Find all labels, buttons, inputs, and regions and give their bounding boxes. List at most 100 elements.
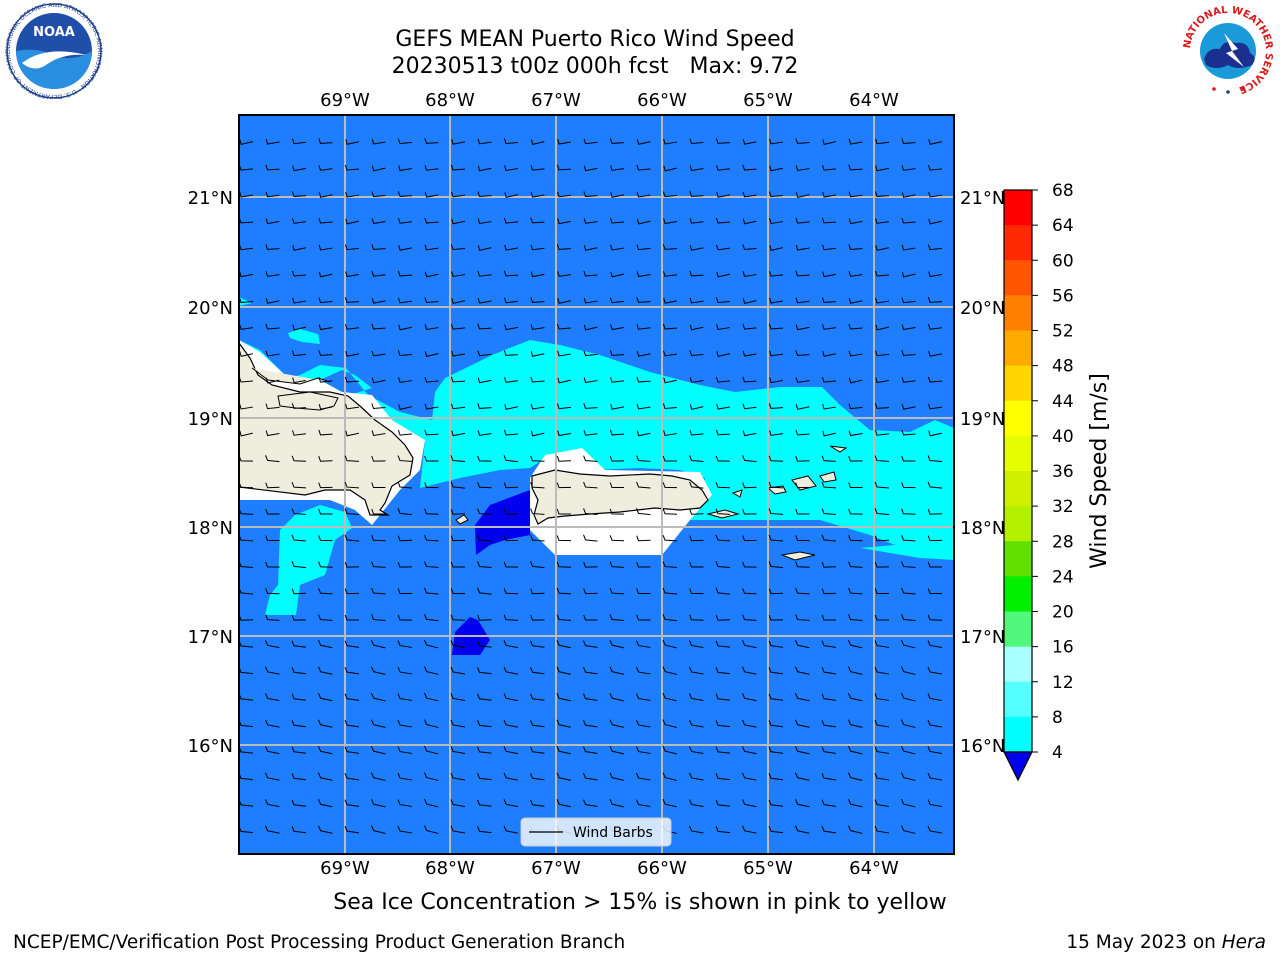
wind-barb: [318, 404, 333, 410]
wind-barb: [874, 719, 890, 728]
wind-barb: [450, 825, 465, 834]
wind-barb: [265, 799, 280, 808]
wind-barb: [768, 508, 784, 515]
wind-barb: [609, 429, 625, 436]
lat-label-right: 16°N: [960, 736, 1005, 757]
colorbar-tick-label: 8: [1052, 708, 1063, 728]
wind-barb: [450, 561, 465, 568]
wind-barb: [530, 693, 545, 701]
wind-barb: [477, 138, 492, 145]
wind-barb: [503, 588, 519, 595]
wind-barb: [742, 244, 757, 251]
wind-barb: [715, 667, 731, 675]
wind-barb: [609, 745, 624, 755]
lon-label-bottom: 66°W: [637, 858, 687, 879]
wind-barb: [768, 799, 784, 807]
wind-barb: [477, 482, 492, 489]
wind-barb: [742, 455, 757, 463]
wind-barb: [822, 324, 837, 330]
wind-barb: [397, 508, 413, 516]
wind-barb: [636, 164, 651, 171]
wind-barb: [663, 430, 678, 437]
wind-barb: [556, 799, 571, 808]
wind-barb: [609, 535, 625, 542]
wind-barb: [901, 297, 916, 304]
wind-barb: [636, 191, 651, 198]
wind-barb: [344, 746, 360, 754]
wind-barb: [636, 351, 651, 357]
wind-barb: [662, 191, 678, 198]
wind-barb: [715, 534, 731, 542]
wind-barb: [768, 667, 784, 675]
wind-barb: [901, 429, 916, 436]
wind-barb: [291, 773, 307, 781]
wind-barb: [344, 772, 360, 781]
wind-barb: [370, 639, 386, 649]
colorbar-tick-label: 24: [1052, 567, 1074, 587]
wind-barb: [583, 350, 598, 357]
wind-barb: [583, 588, 598, 595]
wind-barb: [901, 404, 916, 410]
wind-barb: [371, 271, 386, 277]
wind-barb: [371, 561, 386, 568]
wind-barb: [530, 508, 545, 515]
wind-barb: [265, 271, 280, 277]
wind-barb: [609, 772, 624, 781]
wind-barb: [768, 640, 784, 648]
wind-barb: [370, 719, 386, 728]
wind-barb: [424, 376, 439, 383]
wind-barb: [875, 430, 890, 436]
wind-barb: [318, 138, 333, 144]
wind-barb: [265, 640, 280, 649]
wind-barb: [716, 244, 731, 251]
footer-date-text: 15 May 2023 on: [1066, 932, 1222, 953]
lon-label-top: 69°W: [320, 90, 370, 111]
wind-barb: [768, 270, 784, 277]
wind-barb: [742, 164, 757, 171]
wind-barb: [397, 270, 413, 277]
wind-barb: [742, 191, 757, 198]
coastline: [819, 471, 837, 483]
wind-barb: [397, 429, 413, 436]
wind-barb: [450, 799, 465, 808]
wind-barb: [874, 746, 890, 754]
wind-barb: [716, 351, 730, 357]
wind-barb: [398, 165, 412, 172]
wind-barb: [609, 614, 625, 622]
wind-barb: [370, 666, 386, 675]
wind-barb: [795, 297, 810, 304]
lat-label-right: 19°N: [960, 409, 1005, 430]
wind-barb: [345, 271, 359, 278]
wind-barb: [317, 746, 333, 755]
wind-barb: [530, 217, 545, 224]
wind-barb: [345, 218, 359, 225]
wind-barb: [848, 455, 863, 462]
wind-barb: [609, 666, 624, 675]
wind-barb: [794, 640, 810, 649]
wind-barb: [503, 746, 518, 755]
wind-barb: [662, 719, 677, 728]
wind-barb: [689, 455, 704, 463]
footer-date: 15 May 2023 on Hera: [1066, 932, 1266, 953]
wind-barb: [848, 587, 863, 595]
wind-barb: [424, 217, 439, 224]
wind-barb: [610, 192, 624, 198]
wind-barb: [583, 508, 598, 516]
wind-barb: [769, 138, 784, 145]
colorbar-segment: [1004, 435, 1032, 472]
wind-barb: [345, 191, 360, 198]
wind-barb: [477, 323, 492, 330]
wind-barb: [557, 350, 572, 357]
colorbar-tick-label: 32: [1052, 497, 1074, 517]
wind-barb: [636, 666, 651, 675]
wind-barb: [636, 772, 651, 781]
wind-barb: [795, 614, 810, 621]
wind-barb: [423, 666, 439, 675]
wind-barb: [847, 639, 863, 649]
wind-barb: [636, 430, 651, 437]
wind-barb: [901, 244, 916, 251]
wind-barb: [689, 245, 704, 251]
wind-barb: [583, 640, 598, 648]
wind-barb: [795, 377, 810, 383]
wind-barb: [583, 614, 598, 621]
